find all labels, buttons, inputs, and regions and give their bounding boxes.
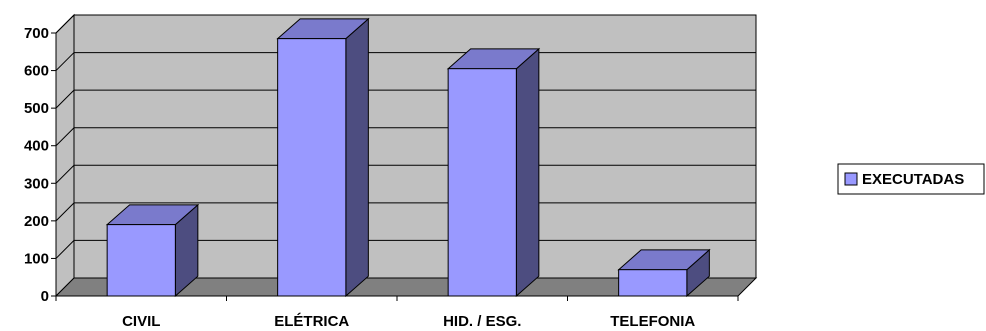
legend: EXECUTADAS	[837, 163, 985, 195]
bar-series	[105, 17, 711, 298]
bar-front	[277, 38, 347, 297]
legend-box	[837, 163, 985, 195]
bar	[446, 47, 541, 298]
y-tick-label: 300	[24, 175, 49, 192]
y-axis: 0 100 200 300 400 500 600 700	[24, 25, 57, 305]
x-axis: CIVIL ELÉTRICA HID. / ESG. TELEFONIA	[55, 295, 739, 330]
y-tick-label: 0	[41, 288, 49, 305]
bar	[617, 248, 711, 298]
chart-side-wall	[55, 13, 75, 298]
bar	[276, 17, 370, 298]
bar-front	[447, 68, 517, 297]
y-tick-label: 200	[24, 213, 49, 230]
gridline	[55, 14, 756, 34]
x-tick-label: ELÉTRICA	[274, 313, 349, 330]
y-tick-label: 500	[24, 100, 49, 117]
bar	[105, 203, 200, 298]
bar-side	[515, 47, 540, 298]
y-tick-label: 600	[24, 63, 49, 80]
x-tick-label: HID. / ESG.	[443, 313, 521, 330]
legend-label: EXECUTADAS	[862, 171, 964, 188]
bar-side	[345, 17, 369, 298]
y-tick-label: 100	[24, 250, 49, 267]
legend-swatch	[844, 172, 858, 186]
y-tick-label: 700	[24, 25, 49, 42]
y-tick-label: 400	[24, 138, 49, 155]
x-tick-label: CIVIL	[122, 313, 160, 330]
x-tick-label: TELEFONIA	[610, 313, 695, 330]
bar-front	[106, 224, 176, 297]
bar-front	[618, 269, 688, 297]
